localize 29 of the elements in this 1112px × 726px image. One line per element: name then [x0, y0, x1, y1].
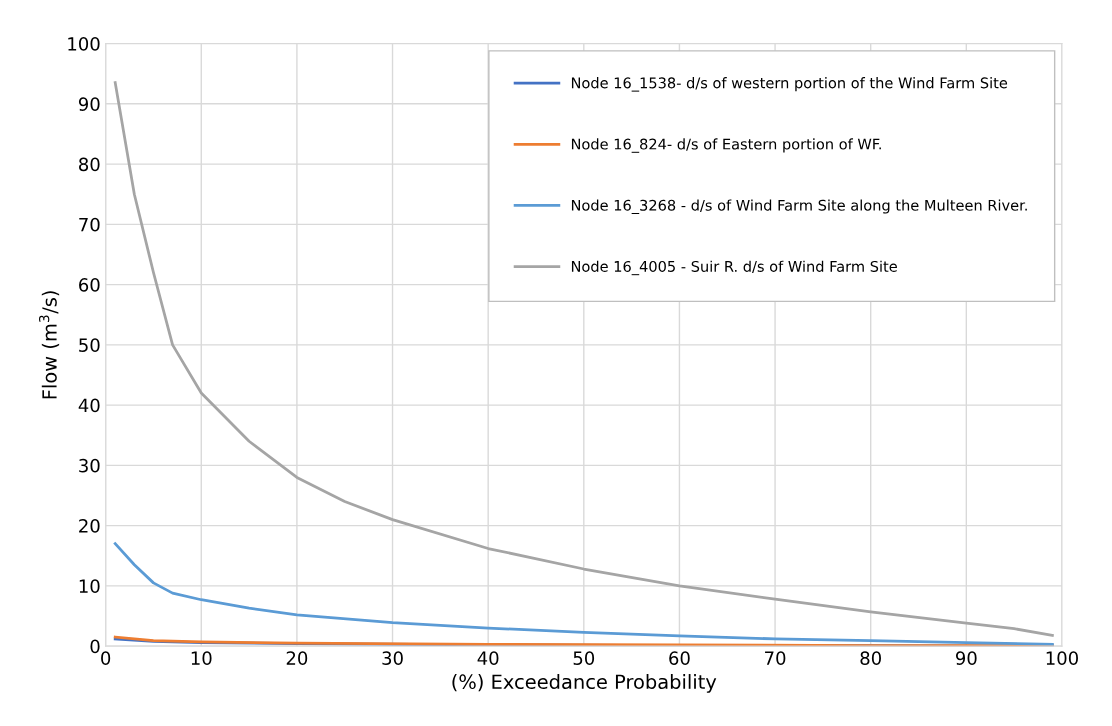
legend-label: Node 16_3268 - d/s of Wind Farm Site along the Multeen River.	[571, 199, 1027, 214]
x-tick-label: 80	[860, 651, 881, 665]
line-series	[113, 542, 1054, 646]
y-tick-label: 50	[79, 338, 100, 352]
x-axis-title: (%) Exceedance Probability	[452, 674, 717, 693]
y-tick-label: 30	[79, 458, 100, 473]
x-tick-label: 10	[191, 651, 212, 665]
y-tick-label: 70	[79, 217, 100, 232]
legend-label: Node 16_1538- d/s of western portion of the Wind Farm Site	[571, 77, 1008, 92]
x-tick-label: 30	[382, 651, 403, 665]
y-tick-label: 20	[79, 519, 100, 533]
y-tick-label: 0	[90, 639, 100, 654]
x-tick-label: 100	[1046, 651, 1078, 665]
x-tick-label: 40	[477, 651, 499, 665]
y-tick-label: 10	[79, 579, 100, 593]
x-tick-label: 60	[669, 651, 690, 665]
y-tick-label: 80	[79, 157, 100, 172]
y-axis-title: Flow (m$^{3}$/s)	[39, 291, 60, 399]
x-tick-label: 50	[573, 651, 595, 665]
legend-label: Node 16_4005 - Suir R. d/s of Wind Farm Site	[571, 260, 897, 276]
x-tick-label: 0	[101, 651, 111, 665]
y-tick-label: 60	[79, 278, 100, 292]
x-tick-label: 90	[955, 651, 977, 665]
y-tick-label: 100	[68, 37, 100, 51]
y-tick-label: 90	[78, 97, 100, 111]
legend-label: Node 16_824- d/s of Eastern portion of WF.	[571, 138, 881, 153]
x-tick-label: 70	[765, 651, 786, 665]
x-tick-label: 20	[286, 651, 308, 665]
y-tick-label: 40	[78, 398, 100, 413]
